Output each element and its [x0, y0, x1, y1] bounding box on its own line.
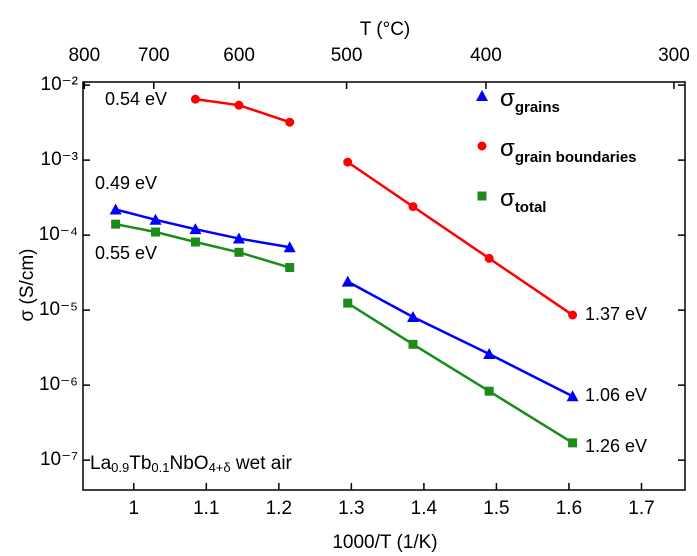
series-line — [347, 280, 574, 398]
label-part: Tb — [129, 453, 151, 474]
marker — [408, 202, 418, 212]
legend-symbol: σ — [500, 185, 515, 212]
annotation: 1.06 eV — [585, 385, 647, 405]
legend-marker — [477, 141, 487, 151]
series-line — [347, 302, 574, 444]
legend-symbol: σ — [500, 85, 515, 112]
annotation: 0.54 eV — [105, 89, 167, 109]
y-tick-label: 10⁻² — [41, 74, 79, 95]
marker — [343, 157, 353, 167]
y-tick-label: 10⁻⁵ — [39, 299, 78, 320]
x-tick-label: 1.5 — [483, 498, 509, 519]
marker — [568, 438, 578, 448]
marker — [484, 253, 494, 263]
marker — [232, 232, 245, 244]
x2-tick-label: 800 — [68, 45, 100, 66]
marker — [285, 263, 295, 273]
marker — [149, 213, 162, 225]
subscript: 4+δ — [209, 460, 231, 475]
x2-tick-label: 700 — [138, 45, 170, 66]
legend-label: σgrains — [500, 85, 560, 116]
x2-tick-label: 300 — [658, 45, 690, 66]
annotation: 0.55 eV — [95, 243, 157, 263]
label-part: wet air — [231, 453, 293, 474]
legend-label: σtotal — [500, 185, 546, 216]
y-tick-label: 10⁻⁶ — [39, 374, 78, 395]
y-tick-label: 10⁻⁷ — [40, 449, 78, 470]
marker — [234, 247, 244, 257]
annotation: 1.37 eV — [585, 304, 647, 324]
marker — [407, 310, 420, 322]
x2-tick-label: 600 — [223, 45, 255, 66]
marker — [189, 223, 202, 235]
subscript: 0.9 — [111, 460, 129, 475]
marker — [341, 275, 354, 287]
marker — [568, 310, 578, 320]
legend-marker — [477, 191, 487, 201]
marker — [283, 241, 296, 253]
marker — [234, 100, 244, 110]
subscript: 0.1 — [151, 460, 169, 475]
series-line — [347, 161, 574, 317]
x-tick-label: 1.1 — [193, 498, 219, 519]
x-tick-label: 1.2 — [266, 498, 292, 519]
marker — [343, 298, 353, 308]
legend-name: grain boundaries — [515, 149, 637, 166]
marker — [285, 117, 295, 127]
marker — [109, 203, 122, 215]
legend-symbol: σ — [500, 135, 515, 162]
annotation: 1.26 eV — [585, 436, 647, 456]
y-tick-label: 10⁻³ — [41, 149, 79, 170]
legend-name: total — [515, 199, 547, 216]
marker — [484, 386, 494, 396]
annotation: 0.49 eV — [95, 173, 157, 193]
legend-name: grains — [515, 99, 560, 116]
marker — [190, 237, 200, 247]
x-tick-label: 1.4 — [411, 498, 438, 519]
legend-label: σgrain boundaries — [500, 135, 637, 166]
plot-frame — [82, 81, 686, 491]
label-part: NbO — [169, 453, 208, 474]
y-axis-title: σ (S/cm) — [17, 249, 38, 322]
x-tick-label: 1.7 — [628, 498, 654, 519]
label-part: La — [90, 453, 112, 474]
x-tick-label: 1.3 — [338, 498, 364, 519]
marker — [566, 390, 579, 402]
x2-tick-label: 400 — [470, 45, 502, 66]
x-axis-title: 1000/T (1/K) — [332, 532, 437, 553]
x-tick-label: 1.6 — [556, 498, 582, 519]
x-tick-label: 1 — [128, 498, 139, 519]
marker — [483, 348, 496, 360]
sample-label: La0.9Tb0.1NbO4+δ wet air — [90, 453, 293, 475]
y-tick-label: 10⁻⁴ — [39, 224, 78, 245]
marker — [408, 339, 418, 349]
marker — [111, 219, 121, 229]
legend-marker — [476, 90, 488, 101]
marker — [151, 227, 161, 237]
x2-axis-title: T (°C) — [360, 19, 411, 40]
marker — [190, 94, 200, 104]
x2-tick-label: 500 — [331, 45, 363, 66]
